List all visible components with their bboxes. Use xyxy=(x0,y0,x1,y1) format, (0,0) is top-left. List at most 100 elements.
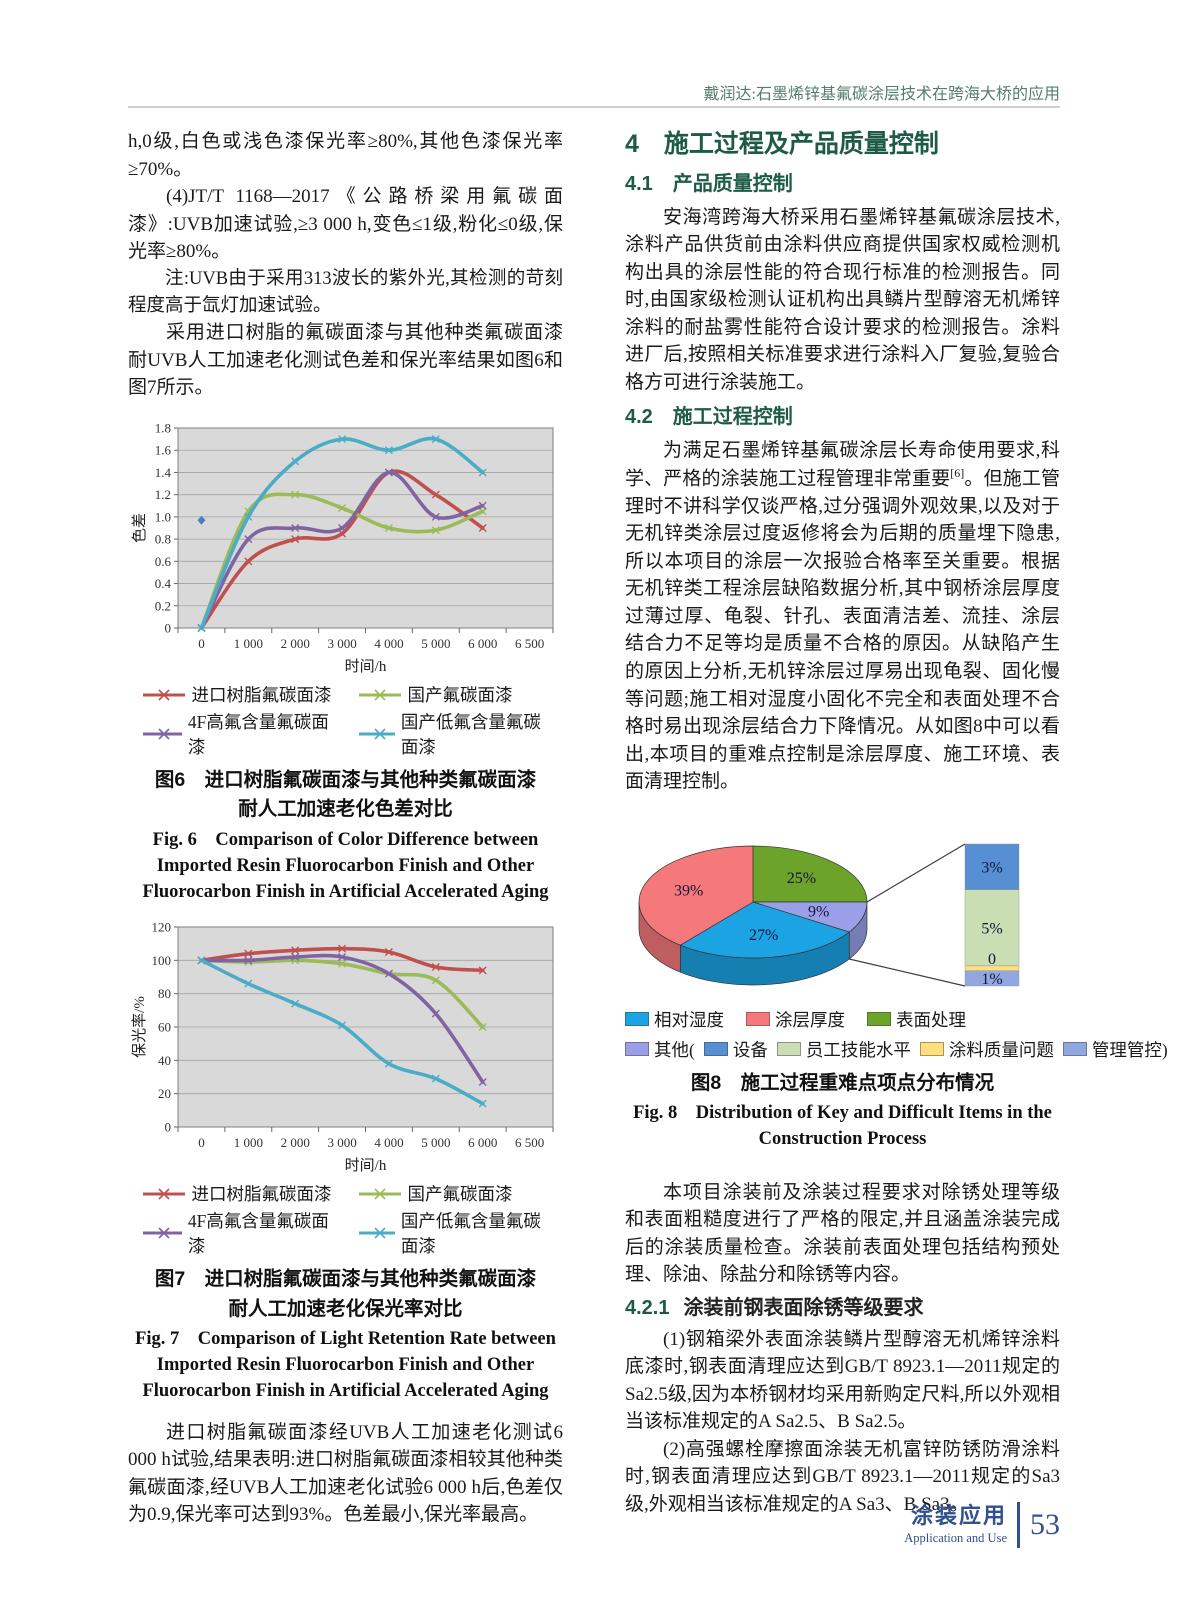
legend-swatch-icon xyxy=(703,1042,728,1057)
paragraph: 安海湾跨海大桥采用石墨烯锌基氟碳涂层技术,涂料产品供货前由涂料供应商提供国家权威… xyxy=(625,206,1060,393)
figure-7: 0 20 40 60 80 100 120 0 1 000 2 000 3 000 4 000 5 00… xyxy=(128,915,563,1404)
figure8-caption-cn: 图8 施工过程重难点项点分布情况 xyxy=(690,1071,995,1094)
figure8-legend: 相对湿度 涂层厚度 表面处理 其他(设备 员工技能水平 涂料质量问题 管理管控) xyxy=(625,1007,1168,1062)
legend-item: 涂料质量问题 xyxy=(919,1037,1054,1062)
svg-text:39%: 39% xyxy=(674,882,703,899)
legend-label: 管理管控) xyxy=(1091,1039,1168,1060)
svg-text:80: 80 xyxy=(158,986,171,1001)
legend-label: 进口树脂氟碳面漆 xyxy=(191,685,332,705)
svg-text:4 000: 4 000 xyxy=(374,636,403,651)
svg-text:4 000: 4 000 xyxy=(374,1135,403,1150)
svg-text:0: 0 xyxy=(198,1135,205,1150)
text-run: 为满足石墨烯锌基氟碳涂层长寿命使用要求,科学、严格的涂装施工过程管理非常重要 xyxy=(625,440,1060,490)
legend-label: 相对湿度 xyxy=(654,1009,724,1030)
svg-text:3 000: 3 000 xyxy=(327,1135,356,1150)
paragraph: 为满足石墨烯锌基氟碳涂层长寿命使用要求,科学、严格的涂装施工过程管理非常重要[6… xyxy=(625,437,1060,795)
legend-item: 涂层厚度 xyxy=(746,1007,845,1032)
svg-text:0.8: 0.8 xyxy=(155,532,171,547)
svg-text:保光率/%: 保光率/% xyxy=(131,996,148,1058)
svg-text:0: 0 xyxy=(165,1120,172,1135)
heading-text: 涂装前钢表面除锈等级要求 xyxy=(683,1296,924,1319)
legend-line-marker-icon xyxy=(142,688,185,701)
svg-text:6 500: 6 500 xyxy=(515,1135,544,1150)
svg-text:时间/h: 时间/h xyxy=(345,658,387,675)
svg-text:1.4: 1.4 xyxy=(155,465,172,480)
text-run: 。但施工管理时不讲科学仅谈严格,过分强调外观效果,以及对于无机锌类涂层过度返修将… xyxy=(625,468,1060,793)
svg-text:5 000: 5 000 xyxy=(421,636,450,651)
note-paragraph: 注:UVB由于采用313波长的紫外光,其检测的苛刻程度高于氙灯加速试验。 xyxy=(128,268,563,316)
svg-text:1.2: 1.2 xyxy=(155,487,171,502)
header-divider xyxy=(128,106,1060,108)
legend-label: 涂层厚度 xyxy=(775,1009,845,1030)
caption-line: 图7 进口树脂氟碳面漆与其他种类氟碳面漆 xyxy=(154,1268,537,1291)
legend-line-marker-icon xyxy=(358,688,401,701)
legend-item: 国产氟碳面漆 xyxy=(358,1181,550,1206)
svg-text:0: 0 xyxy=(988,951,996,968)
legend-line-marker-icon xyxy=(142,1188,185,1200)
page-footer: 涂装应用 Application and Use 53 xyxy=(904,1502,1060,1548)
legend-line-marker-icon xyxy=(358,1227,395,1239)
figure8-caption-en: Fig. 8 Distribution of Key and Difficult… xyxy=(633,1103,1052,1150)
legend-swatch-icon xyxy=(1062,1042,1087,1057)
svg-text:0.4: 0.4 xyxy=(155,576,172,591)
svg-text:1.0: 1.0 xyxy=(155,509,171,524)
legend-item: 员工技能水平 xyxy=(776,1037,911,1062)
figure8-pie-chart: 25% 9% 27% 39% 3% 5% 0 1% xyxy=(638,843,1020,988)
heading-number: 4.2.1 xyxy=(625,1296,670,1319)
caption-line: 耐人工加速老化保光率对比 xyxy=(228,1297,463,1320)
legend-item: 4F高氟含量氟碳面漆 xyxy=(142,1208,334,1258)
columns: h,0级,白色或浅色漆保光率≥80%,其他色漆保光率≥70%。 (4)JT/T … xyxy=(128,128,1168,1529)
svg-text:1.6: 1.6 xyxy=(155,443,172,458)
svg-text:1 000: 1 000 xyxy=(234,636,263,651)
legend-label: 进口树脂氟碳面漆 xyxy=(191,1184,332,1205)
legend-item: 进口树脂氟碳面漆 xyxy=(142,682,334,707)
figure6-caption-en: Fig. 6 Comparison of Color Difference be… xyxy=(142,829,549,903)
svg-text:3 000: 3 000 xyxy=(327,636,356,651)
legend-swatch-icon xyxy=(746,1012,770,1027)
figure7-line-chart: 0 20 40 60 80 100 120 0 1 000 2 000 3 000 4 000 5 00… xyxy=(131,920,554,1174)
svg-text:40: 40 xyxy=(158,1053,171,1068)
svg-text:3%: 3% xyxy=(981,859,1002,876)
svg-text:6 500: 6 500 xyxy=(515,636,544,651)
legend-swatch-icon xyxy=(867,1012,891,1027)
paragraph: 本项目涂装前及涂装过程要求对除锈处理等级和表面粗糙度进行了严格的限定,并且涵盖涂… xyxy=(625,1181,1060,1286)
legend-item: 国产氟碳面漆 xyxy=(358,682,550,707)
svg-text:6 000: 6 000 xyxy=(468,1135,497,1150)
legend-label: 员工技能水平 xyxy=(805,1039,911,1060)
svg-text:0.2: 0.2 xyxy=(155,598,171,613)
section-heading-4-1: 4.1 产品质量控制 xyxy=(625,172,793,195)
svg-text:0: 0 xyxy=(198,636,205,651)
svg-text:5%: 5% xyxy=(981,920,1002,937)
svg-text:0: 0 xyxy=(165,621,172,636)
svg-text:20: 20 xyxy=(158,1086,171,1101)
page-number: 53 xyxy=(1030,1508,1060,1541)
citation-superscript: [6] xyxy=(950,465,965,480)
legend-item: 设备 xyxy=(703,1037,768,1062)
svg-text:120: 120 xyxy=(152,920,172,935)
svg-text:6 000: 6 000 xyxy=(468,636,497,651)
section-heading-4-2-1: 4.2.1 涂装前钢表面除锈等级要求 xyxy=(625,1295,1060,1321)
svg-text:1%: 1% xyxy=(981,971,1002,988)
paragraph: 进口树脂氟碳面漆经UVB人工加速老化测试6 000 h试验,结果表明:进口树脂氟… xyxy=(128,1421,563,1526)
left-column: h,0级,白色或浅色漆保光率≥80%,其他色漆保光率≥70%。 (4)JT/T … xyxy=(128,128,563,1529)
footer-section-en: Application and Use xyxy=(904,1531,1007,1546)
legend-line-marker-icon xyxy=(358,728,395,740)
legend-row: 其他( 设备 员工技能水平 涂料质量问题 管理管控) xyxy=(625,1037,1168,1062)
legend-label: 其他( xyxy=(654,1039,695,1060)
legend-label: 设备 xyxy=(732,1039,768,1060)
legend-swatch-icon xyxy=(776,1042,801,1057)
legend-label: 国产低氟含量氟碳面漆 xyxy=(400,712,541,757)
legend-item: 相对湿度 xyxy=(625,1007,724,1032)
svg-text:时间/h: 时间/h xyxy=(345,1157,387,1174)
legend-line-marker-icon xyxy=(142,1227,182,1239)
svg-text:60: 60 xyxy=(158,1020,171,1035)
paragraph: 采用进口树脂的氟碳面漆与其他种类氟碳面漆耐UVB人工加速老化测试色差和保光率结果… xyxy=(128,322,563,399)
figure7-caption-en: Fig. 7 Comparison of Light Retention Rat… xyxy=(135,1328,556,1402)
legend-swatch-icon xyxy=(625,1012,649,1027)
paragraph: (4)JT/T 1168—2017《公路桥梁用氟碳面漆》:UVB加速试验,≥3 … xyxy=(128,186,563,263)
legend-item: 国产低氟含量氟碳面漆 xyxy=(358,709,550,759)
legend-swatch-icon xyxy=(919,1042,944,1057)
svg-text:1 000: 1 000 xyxy=(234,1135,263,1150)
legend-line-marker-icon xyxy=(142,728,182,740)
